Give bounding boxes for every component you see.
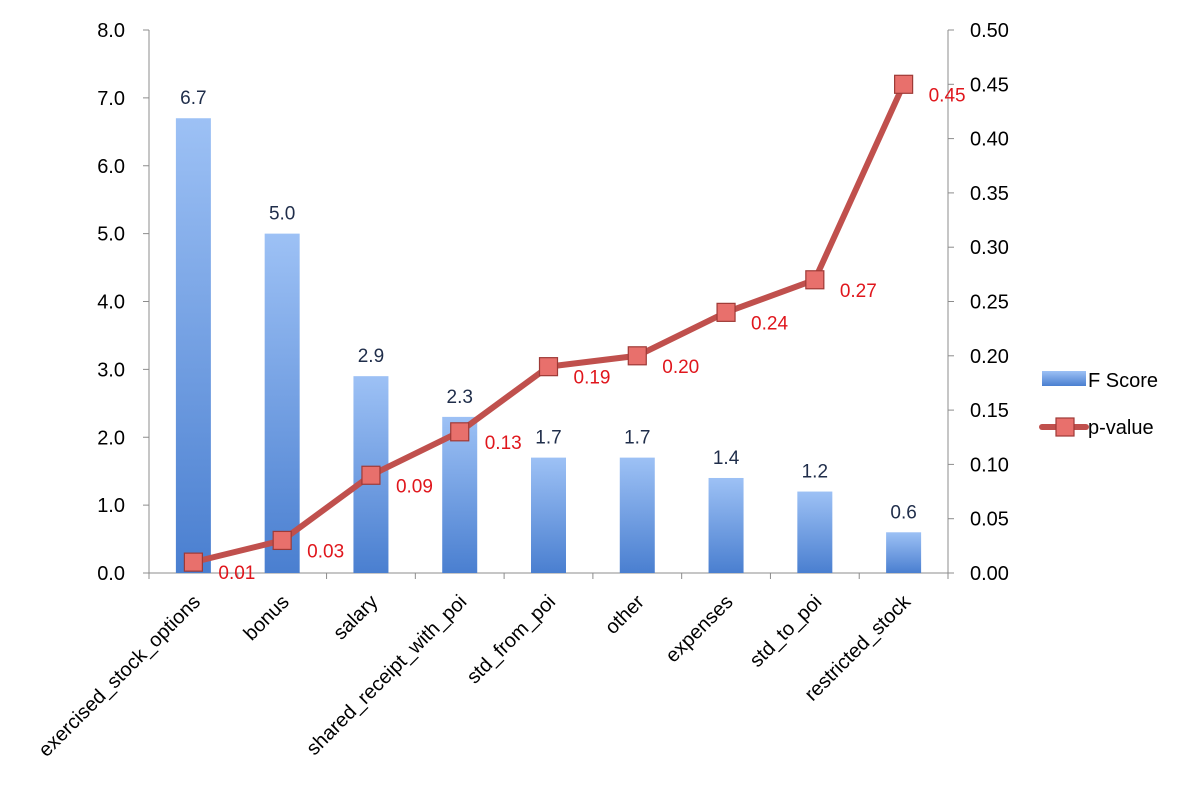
p-value-marker: [183, 552, 203, 572]
left-axis-tick-label: 0.0: [97, 563, 125, 585]
left-axis-tick-label: 4.0: [97, 292, 125, 314]
p-value-marker: [361, 465, 381, 485]
p-value-label: 0.27: [840, 281, 877, 302]
bar: [886, 532, 922, 573]
bar: [797, 491, 833, 573]
bar-value-label: 1.4: [713, 448, 740, 469]
right-axis-tick-label: 0.40: [970, 129, 1009, 151]
x-axis-category-label: salary: [329, 591, 382, 644]
p-value-marker: [538, 357, 559, 377]
bar-value-label: 6.7: [180, 88, 206, 109]
legend: F Score p-value: [1039, 370, 1158, 439]
p-value-marker: [894, 74, 914, 94]
bar-value-label: 0.6: [890, 502, 916, 523]
p-value-label: 0.19: [574, 368, 611, 389]
bar-series: [175, 118, 922, 574]
p-value-label: 0.03: [307, 541, 344, 562]
left-axis-tick-label: 7.0: [97, 88, 125, 110]
p-value-label: 0.45: [929, 85, 966, 106]
left-axis-tick-label: 1.0: [97, 495, 125, 517]
right-axis-tick-label: 0.45: [970, 74, 1009, 96]
right-axis-tick-label: 0.05: [970, 509, 1009, 531]
legend-marker-p-value: [1055, 417, 1075, 437]
x-axis-category-label: shared_receipt_with_poi: [302, 591, 471, 760]
bar-value-label: 2.3: [447, 387, 473, 408]
legend-swatch-f-score: [1042, 371, 1086, 386]
bar: [264, 233, 300, 573]
bar: [708, 477, 744, 573]
right-axis-tick-label: 0.30: [970, 237, 1009, 259]
x-axis-category-label: std_from_poi: [463, 591, 560, 688]
left-axis-tick-label: 8.0: [97, 20, 125, 42]
right-axis-tick-label: 0.00: [970, 563, 1009, 585]
bar: [531, 457, 566, 573]
bar-value-label: 5.0: [269, 204, 295, 225]
right-axis-tick-label: 0.15: [970, 400, 1009, 422]
p-value-label: 0.24: [751, 313, 788, 334]
right-axis-tick-label: 0.20: [970, 346, 1009, 368]
x-axis-category-label: bonus: [240, 591, 294, 645]
p-value-label: 0.01: [218, 563, 255, 584]
legend-label-f-score: F Score: [1088, 370, 1158, 392]
p-value-label: 0.09: [396, 476, 433, 497]
x-axis-category-label: std_to_poi: [746, 591, 827, 672]
p-value-marker: [805, 270, 825, 290]
left-axis-tick-label: 6.0: [97, 156, 125, 178]
right-axis-tick-label: 0.10: [970, 454, 1009, 476]
x-axis-category-label: other: [601, 591, 649, 639]
p-value-label: 0.13: [485, 433, 522, 454]
bar-value-label: 2.9: [358, 346, 384, 367]
bar: [175, 118, 211, 574]
p-value-marker: [627, 346, 647, 366]
bar-value-label: 1.7: [535, 428, 561, 449]
bar-value-label: 1.7: [624, 428, 650, 449]
p-value-label: 0.20: [662, 357, 699, 378]
x-axis-category-label: exercised_stock_options: [35, 591, 205, 761]
bar: [442, 416, 478, 573]
bar: [619, 457, 655, 573]
p-value-marker: [450, 422, 470, 442]
right-axis-tick-label: 0.25: [970, 292, 1009, 314]
p-value-marker: [272, 530, 292, 551]
left-axis-tick-label: 3.0: [97, 359, 125, 381]
legend-label-p-value: p-value: [1088, 417, 1154, 439]
right-axis-tick-label: 0.50: [970, 20, 1009, 42]
left-axis-tick-label: 5.0: [97, 224, 125, 246]
bar-value-label: 1.2: [802, 462, 828, 483]
data-labels: 6.7 5.0 2.9 2.3 1.7 1.7 1.4 1.2 0.6 0.01 0.03 0.09 0…: [180, 85, 965, 584]
right-axis-tick-label: 0.35: [970, 183, 1009, 205]
line-series: [183, 74, 914, 572]
x-axis-category-label: expenses: [661, 591, 737, 667]
p-value-marker: [716, 302, 736, 322]
left-axis-tick-label: 2.0: [97, 427, 125, 449]
